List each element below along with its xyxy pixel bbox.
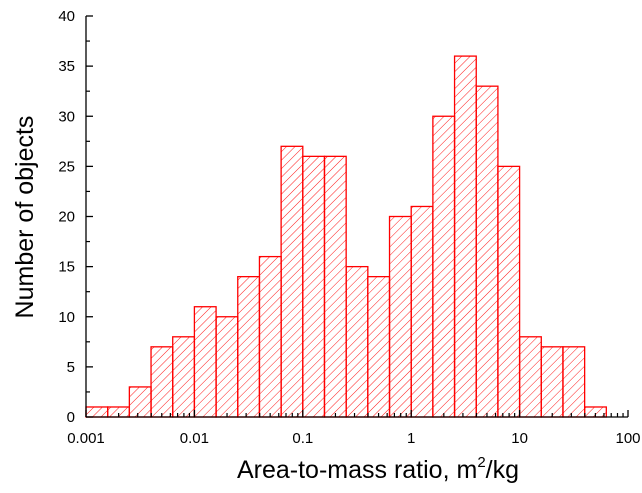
histogram-bar: [215, 316, 239, 418]
bars-group: [85, 55, 607, 418]
x-axis-title: Area-to-mass ratio, m2/kg: [237, 454, 519, 484]
x-ticks-group: 0.001 0.01 0.1 1 10 100: [67, 410, 641, 447]
histogram-bar: [410, 205, 434, 418]
histogram-bar: [475, 85, 499, 418]
x-axis-title-main: Area-to-mass ratio, m: [237, 456, 477, 484]
x-tick-label: 0.01: [180, 430, 209, 447]
histogram-bar: [345, 265, 369, 418]
histogram-bar: [518, 336, 542, 418]
y-tick-label: 15: [58, 259, 75, 276]
histogram-bar: [540, 346, 564, 418]
histogram-bar: [128, 386, 152, 418]
y-tick-label: 30: [58, 108, 75, 125]
y-tick-label: 40: [58, 8, 75, 25]
histogram-bar: [85, 406, 109, 418]
histogram-bar: [453, 55, 477, 418]
histogram-bar: [302, 155, 326, 418]
y-tick-label: 0: [67, 409, 75, 426]
histogram-bar: [432, 115, 456, 418]
x-axis-title-tail: /kg: [486, 456, 519, 484]
histogram-bar: [497, 165, 521, 418]
x-tick-label: 10: [511, 430, 528, 447]
y-ticks-group: 0 5 10 15 20 25 30 35 40: [58, 8, 93, 426]
histogram-bar: [258, 255, 282, 418]
y-axis-title: Number of objects: [11, 116, 39, 319]
histogram-bar: [388, 215, 412, 418]
y-tick-label: 10: [58, 309, 75, 326]
histogram-bar: [280, 145, 304, 418]
y-tick-label: 35: [58, 58, 75, 75]
y-tick-label: 25: [58, 158, 75, 175]
histogram-bar: [562, 346, 586, 418]
x-tick-label: 100: [615, 430, 640, 447]
histogram-bar: [237, 275, 261, 418]
histogram-bar: [172, 336, 196, 418]
histogram-bar: [367, 275, 391, 418]
x-tick-label: 1: [407, 430, 415, 447]
x-axis-title-sup: 2: [477, 454, 485, 471]
y-tick-label: 5: [67, 359, 75, 376]
histogram-bar: [150, 346, 174, 418]
x-tick-label: 0.001: [67, 430, 105, 447]
x-tick-label: 0.1: [292, 430, 313, 447]
histogram-bar: [193, 306, 217, 418]
histogram-bar: [323, 155, 347, 418]
y-tick-label: 20: [58, 209, 75, 226]
